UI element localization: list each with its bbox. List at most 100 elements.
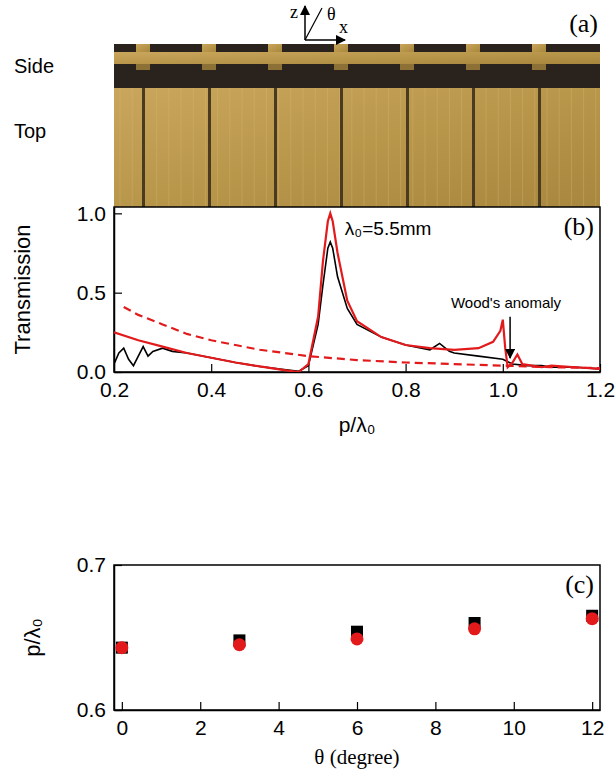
y-axis: 0.6 0.7 xyxy=(77,553,122,721)
y-tick-mark xyxy=(114,710,122,711)
x-tick-mark xyxy=(122,702,123,710)
panel-1: 0.20.40.60.81.01.20.00.51.0p/λ₀Transmiss… xyxy=(10,202,615,436)
side-view-tooth xyxy=(334,44,348,52)
x-tick-mark xyxy=(406,364,407,372)
top-view-texture xyxy=(486,88,487,207)
top-view-slit xyxy=(406,88,409,207)
x-tick-label: 6 xyxy=(352,716,364,739)
point-circle xyxy=(233,638,246,651)
figure-svg: SideTopzθx(a)0.20.40.60.81.01.20.00.51.0… xyxy=(0,0,616,776)
top-view-texture xyxy=(449,88,450,207)
x-tick: 8 xyxy=(430,702,442,739)
x-tick: 0.4 xyxy=(197,364,227,401)
top-view-texture xyxy=(461,88,462,207)
top-view-texture xyxy=(181,88,182,207)
x-axis-line xyxy=(115,372,601,374)
side-label: Side xyxy=(14,55,54,77)
x-tick: 12 xyxy=(581,702,604,739)
side-view-tooth xyxy=(202,44,216,52)
top-view-texture xyxy=(339,88,340,207)
x-axis: 0.20.40.60.81.01.2 xyxy=(100,364,615,401)
top-view-texture xyxy=(242,88,243,207)
panel-letter: (b) xyxy=(564,212,594,241)
x-tick-mark xyxy=(200,702,201,710)
top-view-texture xyxy=(412,88,413,207)
x-tick-mark xyxy=(435,702,436,710)
side-view-tooth xyxy=(136,44,150,52)
x-tick-mark xyxy=(503,364,504,372)
x-tick-label: 0.8 xyxy=(391,378,420,401)
top-view-texture xyxy=(193,88,194,207)
z-label: z xyxy=(290,2,298,22)
x-tick-label: 10 xyxy=(503,716,526,739)
top-view-slit xyxy=(472,88,475,207)
x-tick-label: 0 xyxy=(116,716,128,739)
y-axis: 0.00.51.0 xyxy=(77,202,122,384)
top-view-texture xyxy=(376,88,377,207)
point-circle xyxy=(351,632,364,645)
x-tick-mark xyxy=(514,702,515,710)
top-view-texture xyxy=(315,88,316,207)
side-view-tooth-bottom xyxy=(400,64,414,70)
top-view-texture xyxy=(156,88,157,207)
top-view-texture xyxy=(205,88,206,207)
side-view-tooth xyxy=(400,44,414,52)
panel-2: 0246810120.60.7θ (degree)p/λ₀(c) xyxy=(20,553,604,769)
y-axis-line xyxy=(114,208,116,373)
x-tick-mark xyxy=(600,364,601,372)
top-view-texture xyxy=(571,88,572,207)
x-tick-mark xyxy=(592,702,593,710)
x-tick-label: 12 xyxy=(581,716,604,739)
y-tick-label: 0.0 xyxy=(77,360,106,383)
top-view-texture xyxy=(400,88,401,207)
x-axis-arrow xyxy=(305,39,345,41)
top-view-texture xyxy=(168,88,169,207)
y-tick: 0.6 xyxy=(77,698,122,721)
y-axis-line xyxy=(114,566,116,711)
annotation-wavelength: λ₀=5.5mm xyxy=(345,218,432,239)
x-tick: 0 xyxy=(116,702,128,739)
x-axis-title: p/λ₀ xyxy=(339,413,376,436)
point-circle xyxy=(468,622,481,635)
y-tick-mark xyxy=(114,372,122,373)
series-line xyxy=(124,307,600,368)
x-tick-mark xyxy=(211,364,212,372)
x-tick: 0.6 xyxy=(294,364,323,401)
x-axis-title: θ (degree) xyxy=(314,745,399,769)
panel-letter: (c) xyxy=(565,570,594,599)
side-view-tooth-bottom xyxy=(466,64,480,70)
y-tick: 1.0 xyxy=(77,202,122,225)
side-view-tooth-bottom xyxy=(532,64,546,70)
y-tick-label: 0.7 xyxy=(77,553,106,576)
x-label: x xyxy=(339,17,348,37)
y-tick: 0.0 xyxy=(77,360,122,383)
x-tick: 10 xyxy=(503,702,526,739)
side-view-tooth-bottom xyxy=(334,64,348,70)
figure: SideTopzθx(a)0.20.40.60.81.01.20.00.51.0… xyxy=(0,0,616,776)
side-view-bar xyxy=(114,52,600,64)
top-view-texture xyxy=(559,88,560,207)
plot-data xyxy=(115,610,598,654)
point-square xyxy=(116,642,128,654)
x-tick-label: 1.0 xyxy=(489,378,518,401)
series-line xyxy=(114,242,600,371)
top-view-plate xyxy=(114,88,600,207)
top-view-texture xyxy=(583,88,584,207)
top-view-texture xyxy=(217,88,218,207)
x-tick: 1.0 xyxy=(489,364,518,401)
top-view-texture xyxy=(290,88,291,207)
x-tick-label: 8 xyxy=(430,716,442,739)
x-tick: 6 xyxy=(352,702,364,739)
annotation-wood: Wood's anomaly xyxy=(451,294,562,311)
top-view-texture xyxy=(266,88,267,207)
top-view-slit xyxy=(340,88,343,207)
plot-frame xyxy=(114,565,600,710)
x-tick-mark xyxy=(279,702,280,710)
x-axis: 024681012 xyxy=(115,702,605,739)
annotation-arrow xyxy=(509,317,511,358)
y-tick-label: 1.0 xyxy=(77,202,106,225)
top-view-texture xyxy=(351,88,352,207)
side-view-tooth xyxy=(268,44,282,52)
top-view-texture xyxy=(388,88,389,207)
panel-a: SideTopzθx(a) xyxy=(14,2,600,207)
